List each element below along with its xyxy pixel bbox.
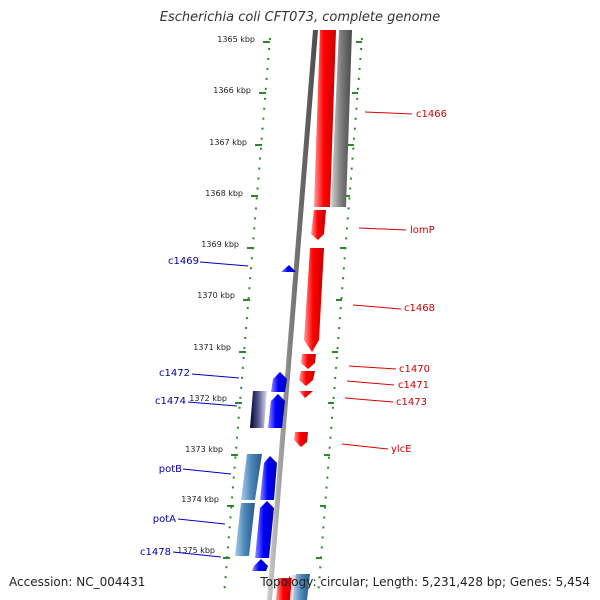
gene-dark-block [250,391,267,428]
reverse-label-lines [172,261,249,558]
gene-label-ylcE: ylcE [391,444,412,455]
gene-label-lomP: lomP [410,225,435,236]
genome-backbone [267,30,318,600]
gene-c1469 [281,265,296,272]
forward-label-lines [341,111,413,450]
gene-label-c1474: c1474 [155,396,186,407]
reverse-label-group: c1469 c1472 c1474 potB potA c1478 [140,256,199,558]
gene-label-c1478: c1478 [140,547,171,558]
accession-text: Accession: NC_004431 [9,575,146,589]
gene-label-c1469: c1469 [168,256,199,267]
tick-label: 1367 kbp [209,138,247,147]
gene-potB-steel [241,454,262,500]
tick-label: 1374 kbp [181,495,219,504]
gene-bottom-steel [293,574,310,600]
gene-label-c1468: c1468 [404,303,435,314]
gene-label-c1473: c1473 [396,397,427,408]
tick-label: 1368 kbp [205,189,243,198]
gene-c1471 [299,371,315,386]
tick-label: 1369 kbp [201,240,239,249]
gene-c1478 [252,559,268,571]
gene-bottom-red [276,578,292,600]
gene-label-potA: potA [153,514,176,525]
gene-c1468 [304,248,324,352]
tick-label-group: 1365 kbp 1366 kbp 1367 kbp 1368 kbp 1369… [177,35,255,555]
tick-label: 1370 kbp [197,291,235,300]
gene-c1474 [268,394,285,428]
gene-lomP [311,210,326,240]
forward-label-group: c1466 lomP c1468 c1470 c1471 c1473 ylcE [391,109,447,455]
gene-label-c1470: c1470 [399,364,430,375]
tick-label: 1372 kbp [189,394,227,403]
gene-label-potB: potB [159,464,182,475]
reverse-genes [235,265,310,600]
gene-potA-steel [235,503,255,556]
genome-summary-text: Topology: circular; Length: 5,231,428 bp… [260,575,590,589]
left-tick-marks [223,41,270,559]
tick-label: 1375 kbp [177,546,215,555]
gene-label-c1472: c1472 [159,368,190,379]
tick-label: 1365 kbp [217,35,255,44]
map-title: Escherichia coli CFT073, complete genome [159,10,441,25]
gene-c1472 [271,372,287,392]
gene-potA [255,501,274,558]
gene-label-c1471: c1471 [398,380,429,391]
forward-genes [276,30,336,600]
gene-c1473 [299,391,313,398]
tick-label: 1371 kbp [193,343,231,352]
gene-ylcE [294,432,308,447]
gene-c1470 [301,354,316,369]
gene-c1466 [314,30,336,207]
gene-gray [331,30,352,207]
tick-label: 1373 kbp [185,445,223,454]
tick-label: 1366 kbp [213,86,251,95]
right-tick-marks [316,41,362,559]
gene-label-c1466: c1466 [416,109,447,120]
gene-potB [260,456,277,500]
